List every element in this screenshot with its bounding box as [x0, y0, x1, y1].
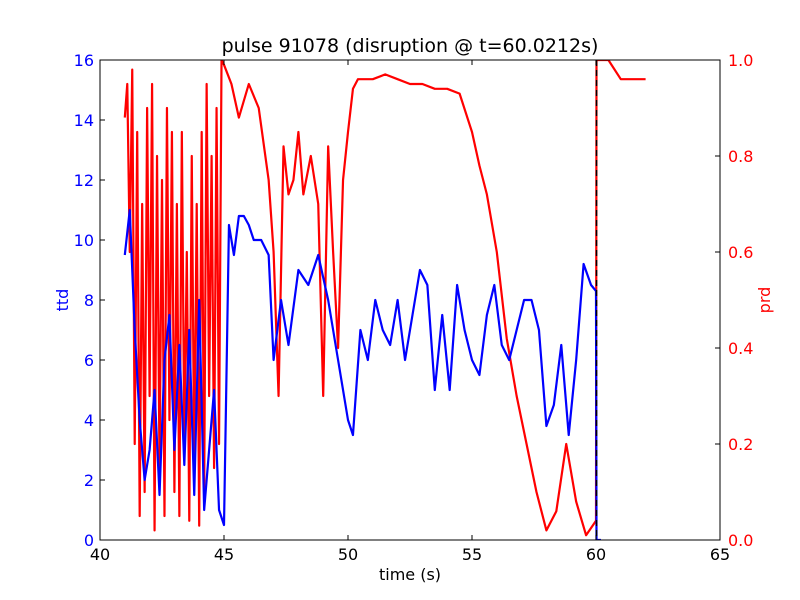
left-y-tick-label: 8 [84, 291, 94, 310]
right-y-tick-label: 0.8 [728, 147, 753, 166]
right-y-tick-label: 0.6 [728, 243, 753, 262]
left-y-tick-label: 12 [74, 171, 94, 190]
left-y-tick-label: 10 [74, 231, 94, 250]
right-y-tick-label: 1.0 [728, 51, 753, 70]
series-layer [123, 60, 646, 540]
x-tick-label: 50 [338, 545, 358, 564]
prd-series-line [123, 60, 646, 537]
left-y-tick-label: 6 [84, 351, 94, 370]
x-tick-label: 65 [710, 545, 730, 564]
right-y-tick-label: 0.2 [728, 435, 753, 454]
axes-layer: 40 45 50 55 60 65 0 2 4 6 8 10 12 14 16 0.0 0.2 0.4 0.6 0.8… [74, 51, 754, 564]
x-tick-label: 60 [586, 545, 606, 564]
left-y-tick-label: 14 [74, 111, 94, 130]
left-y-tick-label: 2 [84, 471, 94, 490]
x-tick-label: 40 [90, 545, 110, 564]
right-y-tick-label: 0.4 [728, 339, 753, 358]
right-y-tick-label: 0.0 [728, 531, 753, 550]
x-tick-label: 45 [214, 545, 234, 564]
x-tick-label: 55 [462, 545, 482, 564]
plot-area [123, 60, 646, 540]
chart-title: pulse 91078 (disruption @ t=60.0212s) [222, 35, 599, 57]
ttd-series-line [123, 208, 601, 540]
x-axis-label: time (s) [379, 565, 441, 584]
left-y-tick-label: 0 [84, 531, 94, 550]
right-y-axis-label: prd [755, 287, 774, 314]
left-y-axis-label: ttd [53, 289, 72, 312]
left-y-tick-label: 16 [74, 51, 94, 70]
left-y-tick-label: 4 [84, 411, 94, 430]
